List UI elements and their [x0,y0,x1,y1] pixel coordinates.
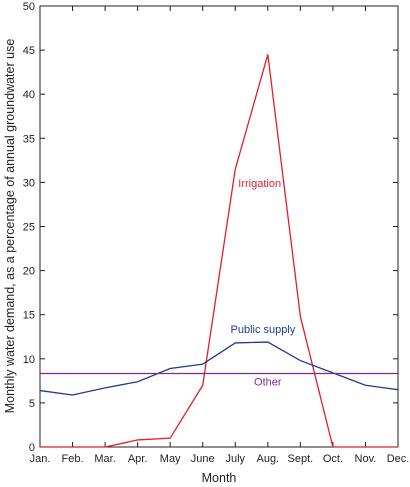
series-layer [39,54,399,448]
x-tick-label: May [160,453,181,465]
y-axis: 0 5 10 15 20 25 30 35 40 45 50 [23,1,398,454]
x-tick-label: Oct. [323,453,343,465]
y-tick-label: 30 [23,177,35,189]
plot-frame [39,5,399,448]
series-line-public-supply [39,341,399,396]
x-tick-label: Sept. [288,453,314,465]
x-tick-label: Feb. [62,453,84,465]
x-axis: Jan. Feb. Mar. Apr. May June July Aug. Sept. Oct.… [30,6,410,465]
x-tick-label: Dec. [387,453,410,465]
y-tick-label: 35 [23,133,35,145]
y-tick-label: 25 [23,222,35,234]
y-tick-label: 0 [29,442,35,454]
series-label-irrigation: Irrigation [238,178,281,190]
x-tick-label: Apr. [128,453,148,465]
x-tick-label: Jan. [30,453,51,465]
y-tick-label: 40 [23,89,35,101]
y-tick-label: 45 [23,45,35,57]
y-tick-label: 5 [29,398,35,410]
x-tick-label: Aug. [256,453,279,465]
x-tick-label: Nov. [355,453,377,465]
y-tick-label: 50 [23,1,35,13]
x-axis-title: Month [202,471,237,485]
series-line-irrigation [40,54,398,448]
series-label-public-supply: Public supply [231,324,296,336]
y-tick-label: 15 [23,310,35,322]
series-label-layer: Irrigation Public supply Other [231,178,296,388]
x-tick-label: June [191,453,215,465]
y-axis-title: Monthly water demand, as a percentage of… [3,39,17,414]
x-tick-label: Mar. [94,453,115,465]
x-tick-label: July [225,453,245,465]
y-tick-label: 10 [23,354,35,366]
series-label-other: Other [254,376,282,388]
y-tick-label: 20 [23,266,35,278]
